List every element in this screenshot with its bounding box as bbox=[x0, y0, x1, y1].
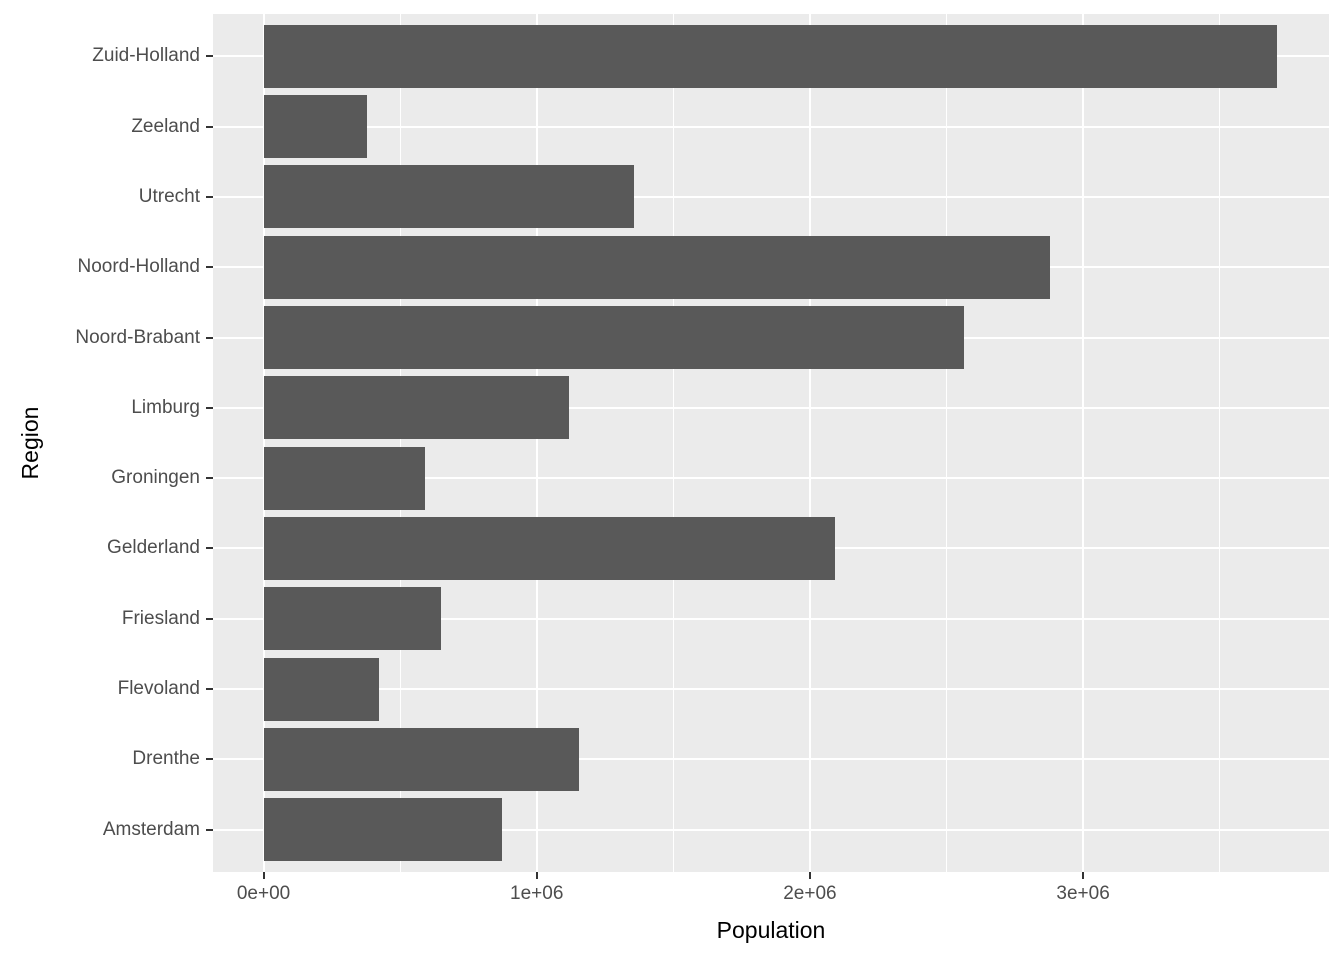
y-tick-mark bbox=[206, 125, 213, 128]
y-tick-mark bbox=[206, 266, 213, 269]
y-tick-mark bbox=[206, 406, 213, 409]
y-tick-mark bbox=[206, 758, 213, 761]
bar-zeeland bbox=[263, 94, 368, 159]
major-gridline-horizontal bbox=[213, 617, 1329, 620]
major-gridline bbox=[1082, 14, 1085, 872]
y-tick-label: Drenthe bbox=[132, 748, 200, 770]
x-tick-mark bbox=[1082, 872, 1085, 879]
y-tick-mark bbox=[206, 547, 213, 550]
x-tick-label: 3e+06 bbox=[1056, 883, 1110, 904]
bar-flevoland bbox=[263, 657, 380, 721]
x-tick-label: 1e+06 bbox=[510, 883, 564, 904]
x-tick-mark bbox=[262, 872, 265, 879]
x-tick-label: 0e+00 bbox=[236, 883, 291, 904]
y-tick-label: Zuid-Holland bbox=[92, 45, 200, 67]
major-gridline-horizontal bbox=[213, 758, 1329, 761]
y-tick-mark bbox=[206, 55, 213, 58]
major-gridline-horizontal bbox=[213, 688, 1329, 691]
bar-limburg bbox=[263, 376, 569, 440]
x-tick-label: 2e+06 bbox=[783, 883, 837, 904]
y-tick-mark bbox=[206, 617, 213, 620]
y-tick-mark bbox=[206, 688, 213, 691]
bar-groningen bbox=[263, 446, 425, 510]
plot-panel bbox=[213, 14, 1329, 872]
y-tick-mark bbox=[206, 195, 213, 198]
y-tick-label: Utrecht bbox=[138, 185, 200, 207]
major-gridline-horizontal bbox=[213, 828, 1329, 831]
bar-utrecht bbox=[263, 165, 634, 229]
major-gridline-horizontal bbox=[213, 406, 1329, 409]
y-tick-label: Flevoland bbox=[117, 678, 200, 700]
x-tick-mark bbox=[808, 872, 811, 879]
bar-friesland bbox=[263, 587, 441, 651]
minor-gridline bbox=[672, 14, 674, 872]
y-tick-label: Groningen bbox=[111, 467, 200, 489]
major-gridline-horizontal bbox=[213, 195, 1329, 198]
y-tick-label: Amsterdam bbox=[102, 818, 200, 840]
y-tick-label: Noord-Brabant bbox=[75, 326, 200, 348]
y-axis-title: Region bbox=[17, 406, 43, 480]
major-gridline bbox=[535, 14, 538, 872]
x-tick-mark bbox=[535, 872, 538, 879]
major-gridline-horizontal bbox=[213, 477, 1329, 480]
bar-zuid-holland bbox=[263, 24, 1278, 88]
x-axis-title: Population bbox=[716, 917, 826, 943]
bar-drenthe bbox=[263, 727, 580, 792]
major-gridline-horizontal bbox=[213, 125, 1329, 128]
minor-gridline bbox=[399, 14, 401, 872]
bar-amsterdam bbox=[263, 798, 503, 862]
major-gridline bbox=[262, 14, 265, 872]
bar-noord-holland bbox=[263, 235, 1051, 299]
bar-gelderland bbox=[263, 516, 835, 581]
y-tick-label: Gelderland bbox=[107, 537, 200, 559]
y-tick-label: Zeeland bbox=[131, 115, 200, 137]
y-tick-label: Noord-Holland bbox=[77, 256, 200, 278]
y-tick-mark bbox=[206, 828, 213, 831]
minor-gridline bbox=[1219, 14, 1221, 872]
major-gridline bbox=[808, 14, 811, 872]
y-tick-label: Limburg bbox=[131, 396, 200, 418]
y-tick-mark bbox=[206, 336, 213, 339]
minor-gridline bbox=[946, 14, 948, 872]
y-tick-label: Friesland bbox=[121, 607, 200, 629]
y-tick-mark bbox=[206, 477, 213, 480]
bar-noord-brabant bbox=[263, 305, 965, 370]
